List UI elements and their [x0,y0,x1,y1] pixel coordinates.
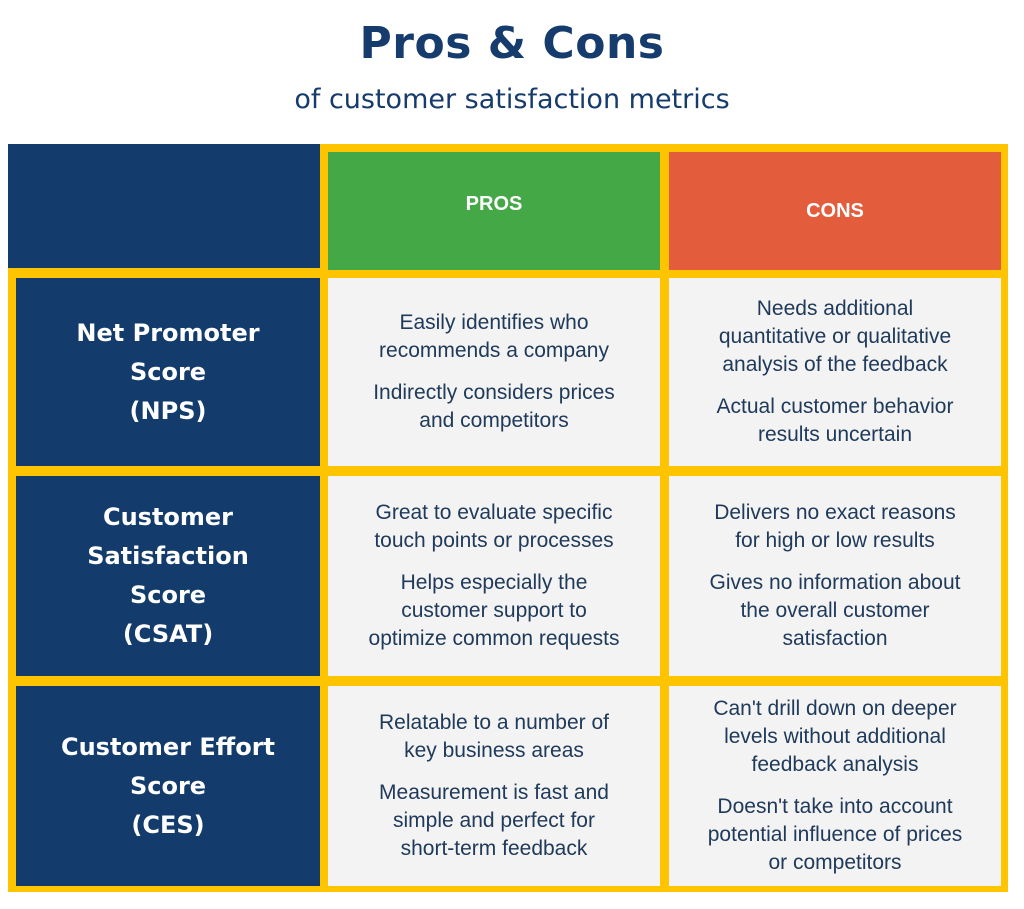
page-title: Pros & Cons [359,18,665,69]
pro-item: Measurement is fast and simple and perfe… [379,781,609,860]
row-header-line: Customer Effort [60,732,276,761]
row-header-csat: Customer Satisfaction Score (CSAT) [16,476,320,676]
row-header-line: Score [129,771,207,800]
cons-cell-nps: Needs additional quantitative or qualita… [669,278,1001,466]
con-item: Can't drill down on deeper levels withou… [713,697,957,776]
pros-cell-csat: Great to evaluate specific touch points … [328,476,660,676]
cons-cell-csat: Delivers no exact reasons for high or lo… [669,476,1001,676]
con-item: Needs additional quantitative or qualita… [718,297,952,376]
con-item: Actual customer behavior results uncerta… [716,395,954,446]
row-header-ces: Customer Effort Score (CES) [16,686,320,886]
pro-item: Great to evaluate specific touch points … [374,501,614,552]
pro-item: Indirectly considers prices and competit… [373,381,615,432]
pros-cell-ces: Relatable to a number of key business ar… [328,686,660,886]
pro-item: Relatable to a number of key business ar… [379,711,609,762]
row-header-nps: Net Promoter Score (NPS) [16,278,320,466]
pros-cell-nps: Easily identifies who recommends a compa… [328,278,660,466]
row-header-line: Net Promoter [76,318,260,347]
cons-column-header: CONS [669,152,1001,270]
row-header-line: (NPS) [129,396,207,425]
row-header-line: Satisfaction [87,542,249,570]
con-item: Doesn't take into account potential infl… [707,795,963,874]
row-header-line: Score [129,581,207,609]
cons-cell-ces: Can't drill down on deeper levels withou… [669,686,1001,886]
table-corner [8,144,320,268]
row-header-line: Customer [102,503,234,531]
pro-item: Easily identifies who recommends a compa… [379,311,609,362]
pros-column-header: PROS [328,152,660,270]
row-header-line: Score [129,357,207,386]
pro-item: Helps especially the customer support to… [368,571,620,650]
row-header-line: (CES) [131,810,205,839]
comparison-table: PROS CONS Net Promoter Score (NPS) Easil… [8,144,1008,892]
row-header-line: (CSAT) [122,620,214,648]
con-item: Gives no information about the overall c… [709,571,961,650]
page-subtitle: of customer satisfaction metrics [294,84,730,115]
con-item: Delivers no exact reasons for high or lo… [714,501,956,552]
